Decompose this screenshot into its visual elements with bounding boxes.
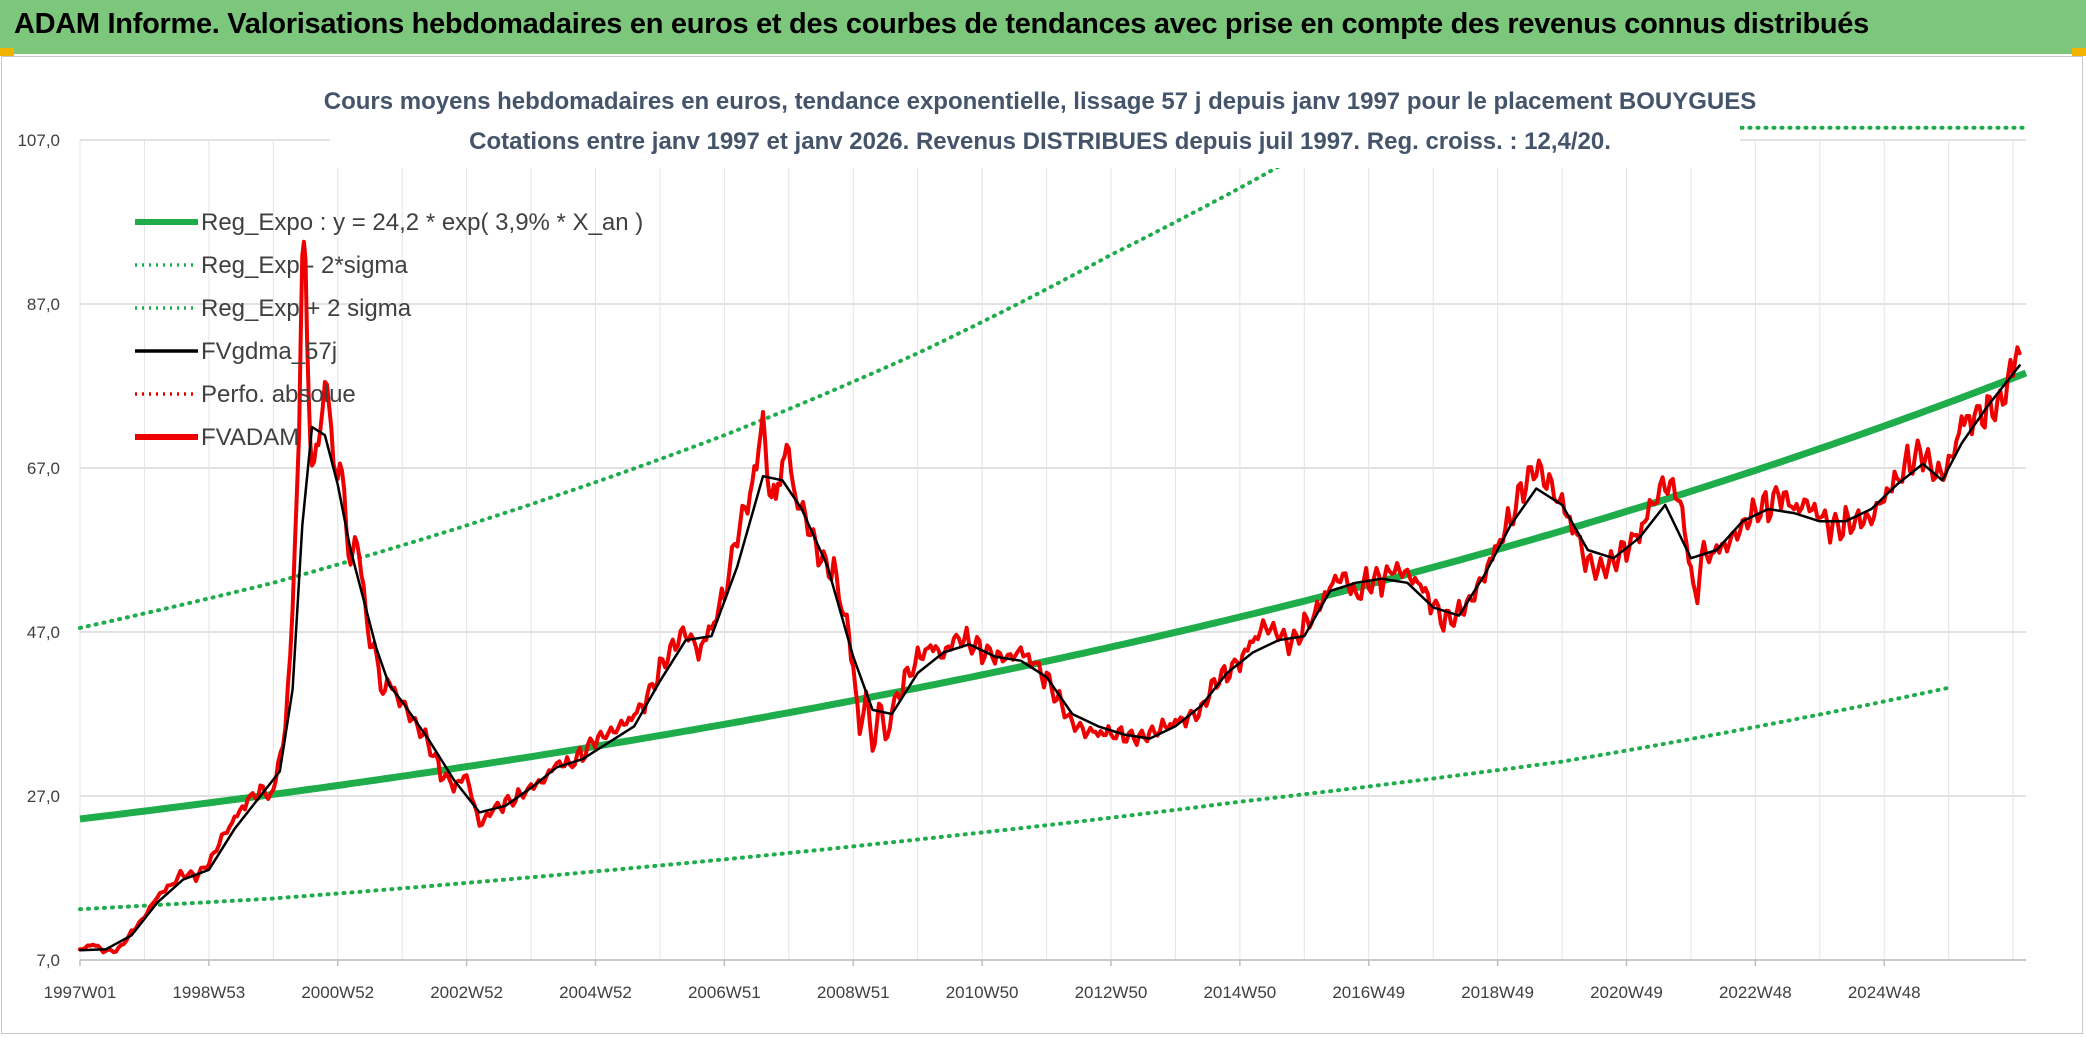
x-tick-label: 1998W53 xyxy=(172,983,245,1002)
title-banner: ADAM Informe. Valorisations hebdomadaire… xyxy=(0,0,2086,54)
y-tick-label: 27,0 xyxy=(27,787,60,806)
x-tick-label: 2024W48 xyxy=(1848,983,1921,1002)
x-tick-label: 2010W50 xyxy=(946,983,1019,1002)
x-tick-label: 2018W49 xyxy=(1461,983,1534,1002)
x-tick-label: 2020W49 xyxy=(1590,983,1663,1002)
x-axis-ticks: 1997W01 1998W53 2000W52 2002W52 2004W52 2006W… xyxy=(44,960,1921,1002)
y-tick-label: 47,0 xyxy=(27,623,60,642)
x-tick-label: 2004W52 xyxy=(559,983,632,1002)
chart-frame xyxy=(1,56,2083,1034)
legend-label: FVADAM xyxy=(201,424,299,451)
legend-label: Perfo. absolue xyxy=(201,381,356,408)
x-tick-label: 2006W51 xyxy=(688,983,761,1002)
y-tick-label: 107,0 xyxy=(17,131,60,150)
page-title: ADAM Informe. Valorisations hebdomadaire… xyxy=(14,8,1869,40)
x-tick-label: 2008W51 xyxy=(817,983,890,1002)
y-tick-label: 7,0 xyxy=(36,951,60,970)
x-tick-label: 2014W50 xyxy=(1203,983,1276,1002)
legend-label: Reg_Exp + 2 sigma xyxy=(201,295,412,322)
title-backdrop xyxy=(330,80,1740,168)
chart-title: Cours moyens hebdomadaires en euros, ten… xyxy=(324,88,1756,115)
y-tick-label: 67,0 xyxy=(27,459,60,478)
x-tick-label: 1997W01 xyxy=(44,983,117,1002)
series-line-reg-expo xyxy=(79,369,2028,823)
x-tick-label: 2016W49 xyxy=(1332,983,1405,1002)
series-line-fvadam xyxy=(78,239,2022,955)
series-line-fvgdma xyxy=(78,364,2021,952)
banner-corner-right xyxy=(2072,48,2086,56)
chart-titles: Cours moyens hebdomadaires en euros, ten… xyxy=(324,80,1756,168)
legend: Reg_Expo : y = 24,2 * exp( 3,9% * X_an )… xyxy=(135,209,643,451)
y-tick-label: 87,0 xyxy=(27,295,60,314)
banner-corner-left xyxy=(0,48,14,56)
legend-label: Reg_Expo : y = 24,2 * exp( 3,9% * X_an ) xyxy=(201,209,643,236)
x-tick-label: 2002W52 xyxy=(430,983,503,1002)
x-tick-label: 2012W50 xyxy=(1075,983,1148,1002)
x-tick-label: 2000W52 xyxy=(301,983,374,1002)
legend-label: Reg_Exp - 2*sigma xyxy=(201,252,408,279)
x-tick-label: 2022W48 xyxy=(1719,983,1792,1002)
y-axis-ticks: 7,0 27,0 47,0 67,0 87,0 107,0 xyxy=(17,131,60,970)
legend-label: FVgdma_57j xyxy=(201,338,337,365)
series-line-lower-band xyxy=(78,685,1951,912)
chart-subtitle: Cotations entre janv 1997 et janv 2026. … xyxy=(469,128,1611,155)
